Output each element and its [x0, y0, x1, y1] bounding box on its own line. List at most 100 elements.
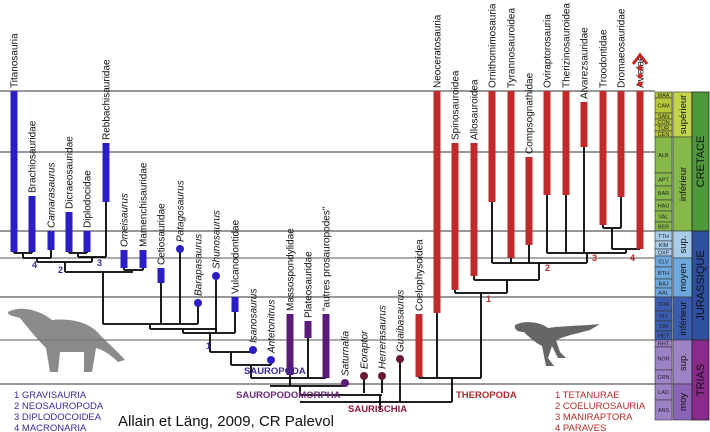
epoch-label: sup. — [678, 353, 689, 371]
taxon-label: Avialae — [636, 55, 647, 88]
legend-item: 3 DIPLODOCOIDEA — [14, 412, 102, 423]
taxon-label: Patagosaurus — [176, 180, 187, 242]
stage-label: BTH — [658, 271, 669, 277]
tree-branches — [14, 227, 640, 410]
taxon: Herrerasaurus — [378, 305, 389, 393]
node-number: 4 — [630, 253, 635, 263]
taxon: Plateosauridae — [304, 251, 315, 378]
taxon: Patagosaurus — [176, 180, 187, 324]
taxon-label: Diplodocidae — [83, 170, 94, 228]
taxon-label: Herrerasaurus — [378, 305, 389, 369]
stage-label: SAN — [658, 114, 669, 120]
node-number: 4 — [32, 260, 37, 270]
taxon: Shunosaurus — [212, 210, 223, 333]
taxon-label: Titanosauria — [10, 33, 21, 88]
taxon-label: Rebbachisauridae — [102, 59, 113, 140]
taxa: Titanosauria Brachiosauridae Camarasaurus D… — [10, 3, 647, 402]
stage-label: BER — [658, 225, 669, 231]
taxon: Tyrannosauroidea — [507, 8, 518, 263]
occurrence-dot — [176, 245, 184, 253]
taxon: Guaibasaurus — [396, 290, 407, 402]
stratigraphic-range-bar — [286, 314, 294, 375]
occurrence-dot — [267, 356, 275, 364]
stratigraphic-range-bar — [65, 212, 73, 252]
taxon: Antetonitrus — [267, 300, 278, 365]
stratigraphic-range-bar — [83, 231, 91, 252]
taxon: Troodontidae — [599, 29, 610, 228]
taxon-label: Shunosaurus — [212, 210, 223, 269]
stage-label: CAM — [657, 104, 670, 110]
taxon: Oviraptorosauria — [543, 14, 554, 253]
clade-label-sauropodomorpha: SAUROPODOMORPHA — [236, 390, 341, 401]
taxon-label: Vulcanodontidae — [231, 219, 242, 294]
stratigraphic-range-bar — [102, 143, 110, 202]
stratigraphic-range-bar — [543, 91, 551, 195]
stratigraphic-range-bar — [322, 314, 330, 378]
theropod-illustration — [514, 322, 600, 366]
epoch-label: sup. — [678, 236, 689, 254]
stratigraphic-range-bar — [139, 250, 147, 268]
stratigraphic-range-bar — [231, 297, 239, 312]
taxon-label: Barapasaurus — [194, 234, 205, 296]
taxon-label: Allosauroidea — [470, 79, 481, 140]
epoch-label: inférieur — [678, 167, 689, 201]
node-number: 3 — [97, 258, 102, 268]
occurrence-dot — [249, 346, 257, 354]
stratigraphic-range-bar — [525, 157, 533, 245]
system-label: TRIAS — [695, 364, 707, 396]
occurrence-dot — [378, 372, 386, 380]
epoch-label: moyen — [678, 263, 689, 292]
stratigraphic-range-bar — [488, 91, 496, 202]
stage-label: CRN — [658, 375, 670, 381]
node-number: 3 — [592, 253, 597, 263]
taxon: Diplodocidae — [83, 170, 94, 253]
taxon: Vulcanodontidae — [231, 219, 242, 333]
stage-label: HET — [658, 334, 670, 340]
taxon-label: Omeisaurus — [120, 193, 131, 247]
taxon: Ornithomimosauria — [488, 3, 499, 263]
node-number: 2 — [545, 263, 550, 273]
taxon-label: Dromaeosauridae — [617, 8, 628, 88]
taxon-label: Therizinosauroidea — [562, 3, 573, 88]
stratigraphic-range-bar — [28, 196, 36, 252]
taxon-label: Ornithomimosauria — [488, 3, 499, 88]
taxon: Dromaeosauridae — [617, 8, 628, 228]
stage-label: OXF — [658, 251, 670, 257]
taxon-label: Camarasaurus — [47, 162, 58, 228]
taxon-label: Massospondylidae — [286, 228, 297, 311]
taxon-label: Tyrannosauroidea — [507, 8, 518, 88]
taxon-label: Troodontidae — [599, 29, 610, 88]
stage-cell — [654, 399, 673, 421]
taxon-label: "autres prosauropodes" — [322, 206, 333, 311]
stratigraphic-range-bar — [617, 91, 625, 197]
taxon: Barapasaurus — [194, 234, 205, 324]
legend-item: 4 MACRONARIA — [14, 423, 87, 432]
taxon-label: Oviraptorosauria — [543, 14, 554, 88]
taxon-label: Coelophysoidea — [415, 239, 426, 311]
taxon: Compsognathidae — [525, 72, 536, 263]
stage-label: LAD — [658, 390, 669, 396]
taxon: "autres prosauropodes" — [322, 206, 333, 378]
taxon: Avialae — [636, 55, 647, 249]
legend-item: 1 TETANURAE — [555, 390, 620, 401]
stage-label: HAU — [658, 204, 670, 210]
citation: Allain et Läng, 2009, CR Palevol — [118, 413, 334, 430]
taxon: Neoceratosauria — [433, 14, 444, 378]
legend-item: 2 COELUROSAURIA — [555, 401, 646, 412]
clade-label-saurischia: SAURISCHIA — [348, 404, 407, 415]
taxon-label: Neoceratosauria — [433, 14, 444, 88]
stage-label: APT — [658, 178, 669, 184]
stratigraphic-range-bar — [451, 143, 459, 290]
taxon: Omeisaurus — [120, 193, 131, 270]
stratigraphic-range-bar — [470, 143, 478, 276]
system-label: JURASSIQUE — [695, 250, 707, 320]
stage-label: TOA — [658, 302, 670, 308]
stage-label: ALB — [658, 153, 669, 159]
taxon-label: Spinosauroidea — [451, 70, 462, 140]
stage-label: PLI — [659, 314, 668, 320]
stage-label: MAA — [658, 93, 670, 99]
taxon: Saturnalia — [341, 331, 352, 387]
stage-label: RHT — [658, 342, 670, 348]
stratigraphic-range-bar — [157, 268, 165, 283]
